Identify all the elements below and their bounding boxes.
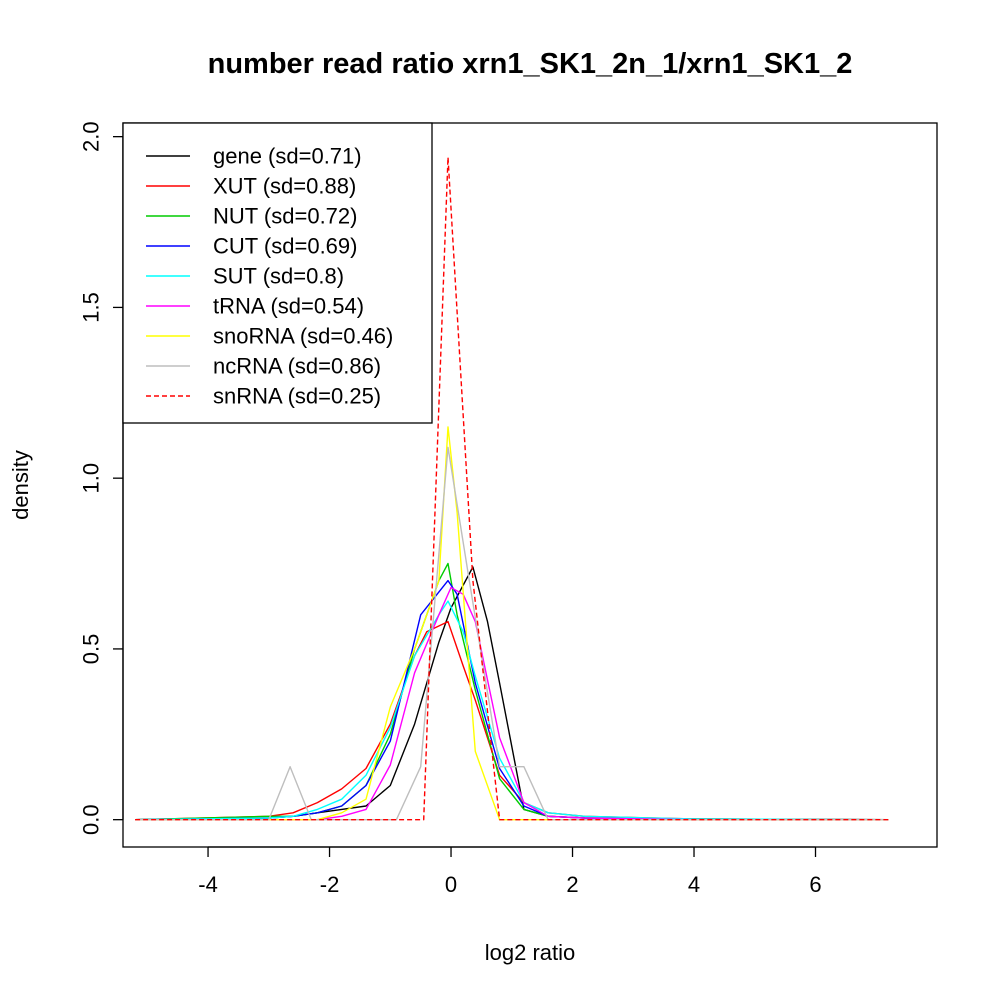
- x-tick-label: -2: [320, 872, 340, 897]
- legend-box: [122, 122, 433, 424]
- x-tick-label: 6: [809, 872, 821, 897]
- series-line-ncrna: [135, 446, 889, 821]
- series-line-snorna: [135, 426, 889, 821]
- x-axis-label: log2 ratio: [485, 940, 576, 965]
- legend-label: NUT (sd=0.72): [213, 204, 357, 229]
- legend-label: gene (sd=0.71): [213, 144, 362, 169]
- x-tick-label: 2: [566, 872, 578, 897]
- y-axis: 0.0 0.5 1.0 1.5 2.0: [79, 121, 124, 835]
- series-line-sut: [135, 600, 889, 821]
- series-line-snrna: [135, 156, 889, 821]
- legend-label: tRNA (sd=0.54): [213, 294, 364, 319]
- legend-label: SUT (sd=0.8): [213, 264, 344, 289]
- legend-label: ncRNA (sd=0.86): [213, 354, 381, 379]
- x-tick-label: 0: [445, 872, 457, 897]
- legend-label: XUT (sd=0.88): [213, 174, 356, 199]
- y-tick-label: 2.0: [79, 121, 104, 152]
- x-tick-label: -4: [198, 872, 218, 897]
- y-axis-label: density: [8, 450, 33, 520]
- chart-title: number read ratio xrn1_SK1_2n_1/xrn1_SK1…: [208, 48, 853, 80]
- y-tick-label: 0.0: [79, 804, 104, 835]
- legend-label: snRNA (sd=0.25): [213, 384, 381, 409]
- y-tick-label: 1.5: [79, 292, 104, 323]
- legend-label: snoRNA (sd=0.46): [213, 324, 393, 349]
- y-tick-label: 1.0: [79, 463, 104, 494]
- legend-label: CUT (sd=0.69): [213, 234, 357, 259]
- legend: gene (sd=0.71) XUT (sd=0.88) NUT (sd=0.72)…: [122, 122, 433, 424]
- x-tick-label: 4: [688, 872, 700, 897]
- series-line-xut: [135, 620, 889, 821]
- series-line-trna: [135, 586, 889, 821]
- series-line-cut: [135, 579, 889, 821]
- y-tick-label: 0.5: [79, 634, 104, 665]
- x-axis: -4 -2 0 2 4 6: [198, 846, 822, 897]
- series-layer: [135, 156, 889, 821]
